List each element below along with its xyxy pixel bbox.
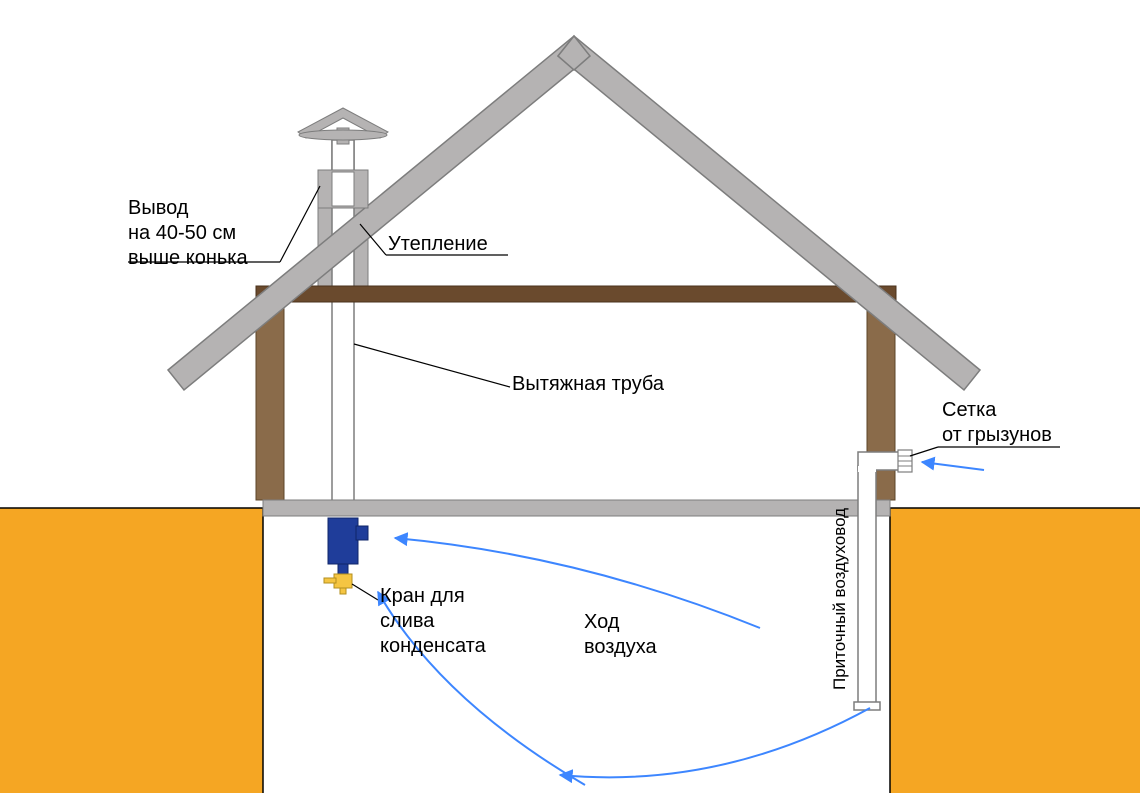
drain-valve [324,574,352,594]
wall-left [256,302,284,500]
exhaust-pipe-through [332,172,354,206]
diagram-canvas: Вывод на 40-50 см выше конька Утепление … [0,0,1140,793]
label-airflow: Ход воздуха [584,610,657,660]
label-valve: Кран для слива конденсата [380,584,486,659]
condensate-device [328,518,368,574]
ground-left [0,508,263,793]
rodent-mesh [898,450,912,472]
label-mesh: Сетка от грызунов [942,398,1052,448]
ground-right [890,508,1140,793]
label-exhaust-pipe: Вытяжная труба [512,372,664,397]
label-insulation: Утепление [388,232,488,257]
floor-slab [263,500,890,516]
roof [168,36,980,390]
ceiling-beam [256,286,896,302]
label-intake-duct: Приточный воздуховод [830,480,850,690]
label-outlet: Вывод на 40-50 см выше конька [128,196,248,271]
chimney-cap [298,108,388,144]
